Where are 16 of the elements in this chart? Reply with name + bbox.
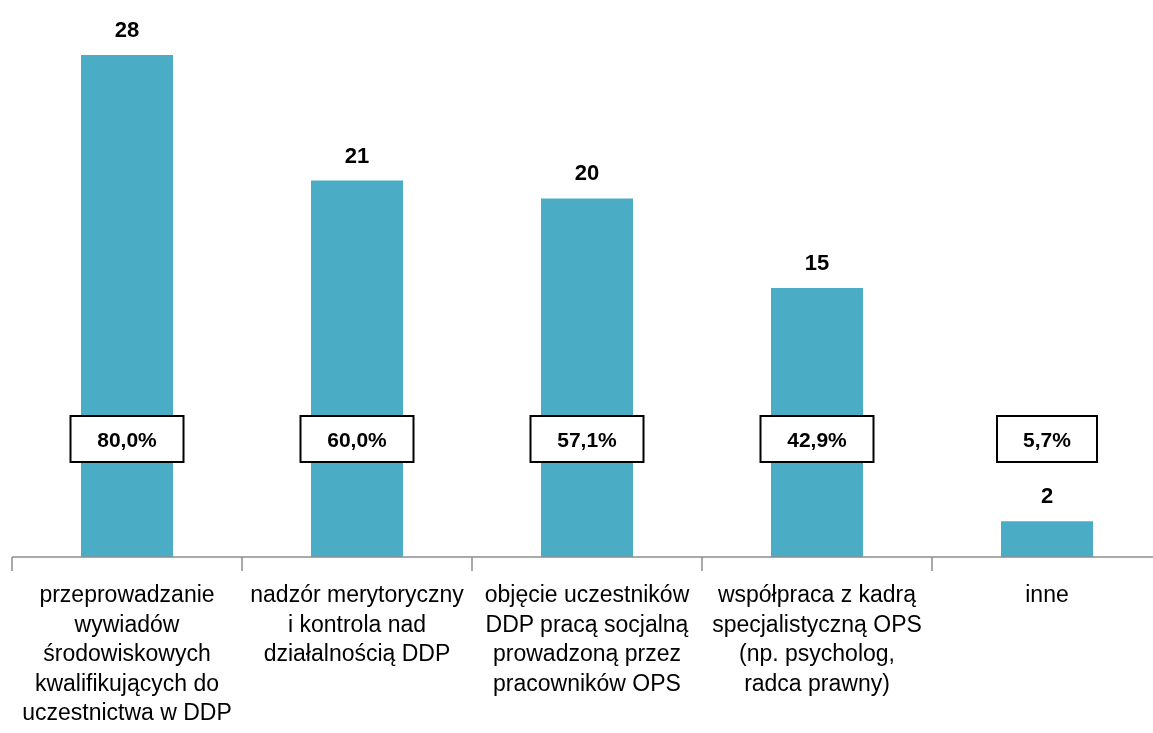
- x-tick-label: inne: [1025, 581, 1069, 607]
- x-tick-label: współpraca z kadrą specjalistyczną OPS (np. psycholog, radca prawny): [712, 581, 922, 696]
- x-tick-label: nadzór merytoryczny i kontrola nad działalnością DDP: [250, 581, 465, 666]
- annotation: 60,0%: [327, 427, 388, 451]
- x-tick-label: objęcie uczestników DDP pracą socjalną prowadzoną przez pracowników OPS: [484, 581, 690, 696]
- annotation: 42,9%: [787, 427, 848, 451]
- bar: [1001, 521, 1093, 557]
- annotation: 80,0%: [97, 427, 158, 451]
- x-tick-label: przeprowadzanie wywiadów środowiskowych kwalifikujących do uczestnictwa w DDP: [22, 581, 232, 725]
- data-label: 20: [574, 160, 600, 186]
- data-label: 21: [344, 142, 370, 168]
- annotation: 5,7%: [1023, 427, 1072, 451]
- data-label: 15: [804, 250, 830, 276]
- data-label: 2: [1040, 483, 1054, 509]
- data-label: 28: [114, 17, 140, 42]
- annotation: 57,1%: [557, 427, 618, 451]
